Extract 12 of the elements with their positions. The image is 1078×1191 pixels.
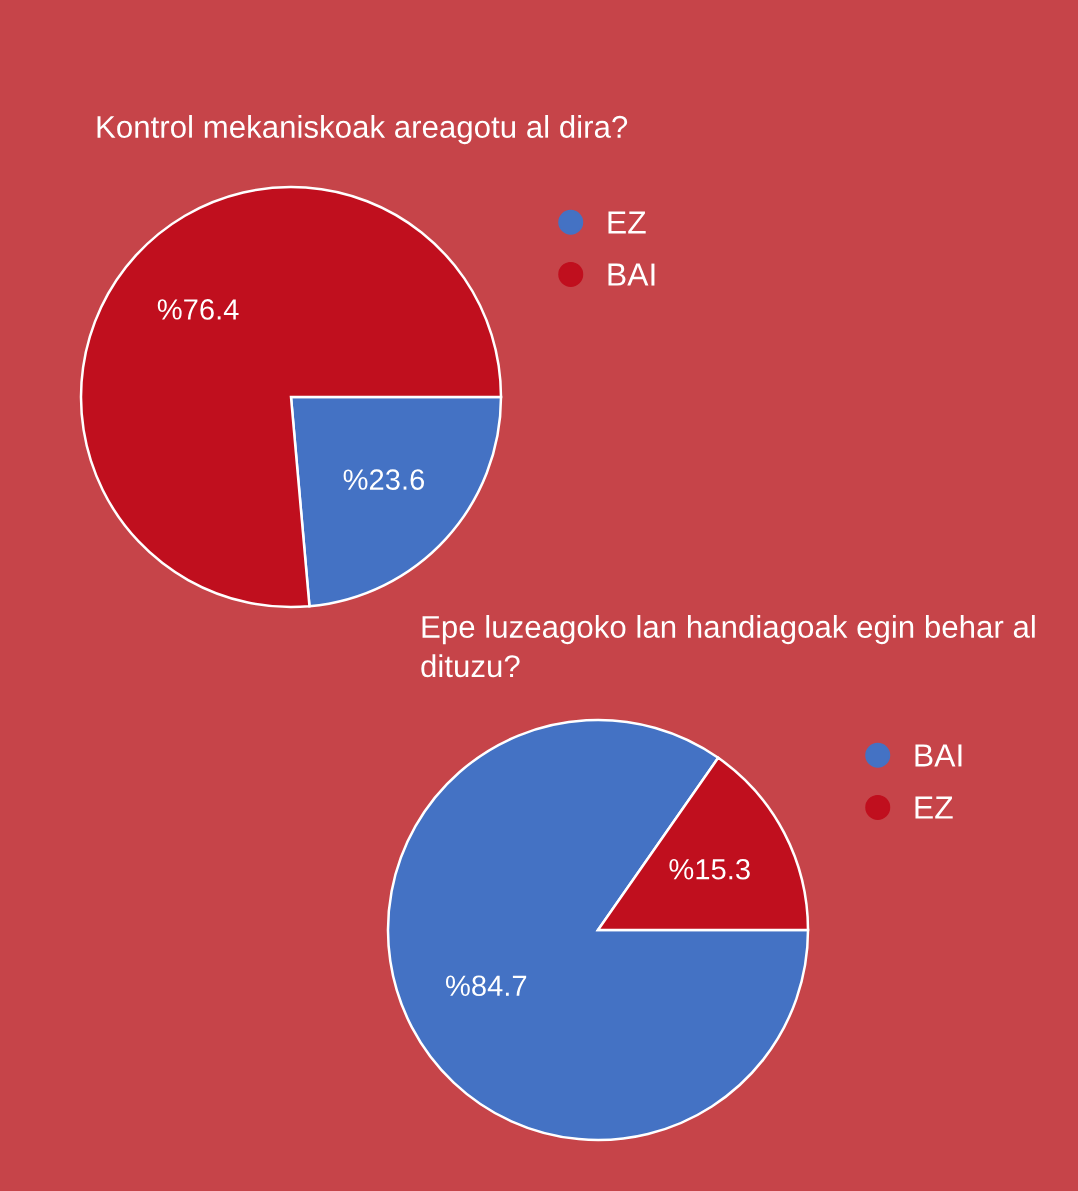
data-label: %76.4 (157, 299, 239, 320)
chart-title: Kontrol mekaniskoak areagotu al dira? (97, 115, 628, 145)
data-label: %84.7 (445, 975, 527, 997)
data-label: %15.3 (669, 858, 750, 880)
pie-slice (79, 185, 503, 609)
legend-label: EZ (608, 211, 646, 234)
legend-label: EZ (915, 796, 953, 819)
chart-title: Epe luzeagoko lan handiagoak egin behar al dituzu? (421, 615, 1035, 678)
legend-label: BAI (915, 744, 962, 767)
legend-label: BAI (608, 263, 655, 286)
pie-slice (386, 718, 810, 1142)
data-label: %23.6 (343, 469, 424, 490)
